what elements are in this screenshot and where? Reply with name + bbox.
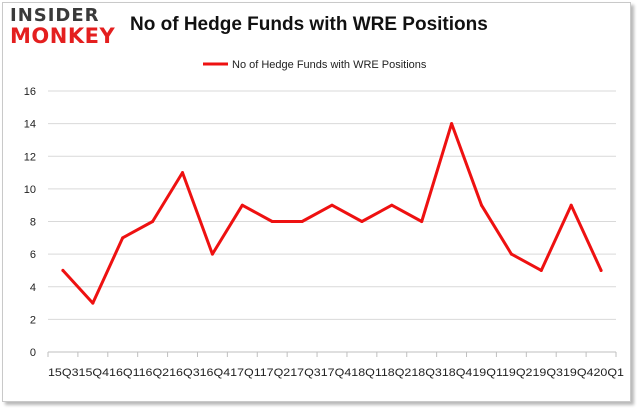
logo-text-bottom: MONKEY: [10, 24, 116, 48]
y-tick-label: 8: [30, 217, 36, 229]
series-layer: [61, 122, 603, 305]
data-point: [300, 220, 304, 223]
y-tick-label: 4: [30, 282, 36, 294]
data-point: [210, 252, 214, 256]
logo-text-top: INSIDER: [10, 5, 100, 26]
data-point: [91, 301, 95, 305]
chart-frame: [2, 2, 631, 402]
y-tick-label: 10: [24, 184, 36, 196]
data-point: [569, 203, 573, 207]
y-tick-label: 6: [30, 249, 36, 261]
series-line: [61, 122, 603, 305]
data-point: [539, 268, 543, 272]
y-tick-label: 16: [24, 86, 36, 98]
insider-monkey-logo: INSIDER MONKEY: [10, 7, 120, 47]
data-point: [599, 268, 603, 272]
data-point: [270, 220, 274, 223]
data-point: [450, 122, 454, 126]
chart-title: No of Hedge Funds with WRE Positions: [130, 14, 488, 35]
gridlines: [48, 90, 616, 353]
legend: No of Hedge Funds with WRE Positions: [203, 59, 427, 71]
x-axis: 15Q315Q416Q116Q216Q316Q417Q117Q217Q317Q4…: [47, 351, 624, 379]
y-axis-ticks: 0 2 4 6 8 10 12 14 16: [24, 86, 36, 359]
data-point: [420, 220, 424, 223]
data-point: [151, 220, 155, 223]
y-tick-label: 0: [30, 347, 36, 359]
data-point: [390, 203, 394, 207]
y-tick-label: 2: [30, 314, 36, 326]
data-point: [181, 171, 185, 175]
data-point: [121, 236, 125, 240]
data-point: [479, 203, 483, 207]
data-point: [61, 268, 65, 272]
data-point: [330, 203, 334, 207]
legend-label: No of Hedge Funds with WRE Positions: [232, 59, 427, 71]
data-point: [240, 203, 244, 207]
y-tick-label: 12: [24, 151, 36, 163]
data-point: [360, 220, 364, 223]
y-tick-label: 14: [24, 119, 36, 131]
x-tick-labels: 15Q315Q416Q116Q216Q316Q417Q117Q217Q317Q4…: [48, 367, 624, 379]
data-point: [509, 252, 513, 256]
